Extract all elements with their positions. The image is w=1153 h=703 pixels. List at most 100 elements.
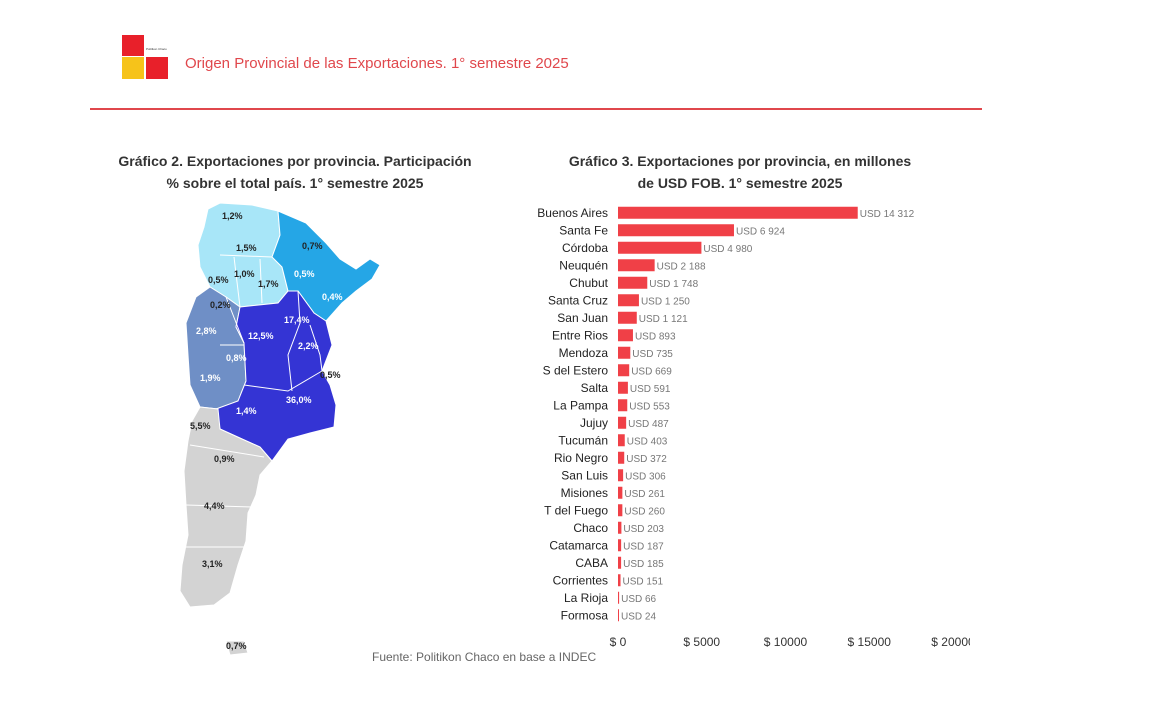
region-northeast-shape — [271, 210, 381, 322]
data-label: USD 735 — [632, 349, 673, 360]
bar — [618, 241, 702, 254]
category-label: S del Estero — [543, 363, 609, 377]
map-label-3: 0,7% — [302, 241, 323, 251]
map-label-19: 5,5% — [190, 421, 211, 431]
map-label-23: 0,7% — [226, 641, 247, 651]
page-title: Origen Provincial de las Exportaciones. … — [185, 55, 569, 72]
bar — [618, 609, 619, 622]
province-borders — [185, 254, 323, 548]
bar-chart-title: Gráfico 3. Exportaciones por provincia, … — [535, 150, 945, 194]
map-label-6: 1,7% — [258, 279, 279, 289]
bar — [618, 224, 734, 237]
category-label: La Rioja — [564, 591, 608, 605]
category-label: Salta — [581, 381, 609, 395]
category-label: San Luis — [561, 468, 608, 482]
category-label: Corrientes — [553, 573, 608, 587]
map-label-21: 4,4% — [204, 501, 225, 511]
map-label-14: 2,2% — [298, 341, 319, 351]
data-label: USD 66 — [621, 594, 656, 605]
bar — [618, 469, 624, 482]
data-label: USD 893 — [635, 331, 676, 342]
logo-square-yellow — [122, 57, 144, 79]
region-pampa-shape — [215, 290, 337, 462]
x-tick-label: $ 0 — [610, 635, 627, 649]
category-label: Rio Negro — [554, 451, 608, 465]
category-label: Chaco — [573, 521, 608, 535]
region-tierra-del-fuego-shape — [225, 640, 249, 656]
category-label: Santa Fe — [559, 223, 608, 237]
category-label: Entre Rios — [552, 328, 608, 342]
data-label: USD 151 — [623, 576, 664, 587]
data-label: USD 553 — [629, 401, 670, 412]
data-label: USD 185 — [623, 559, 664, 570]
category-label: Jujuy — [580, 416, 608, 430]
map-label-13: 0,8% — [226, 353, 247, 363]
map-label-4: 1,0% — [234, 269, 255, 279]
map-label-15: 1,9% — [200, 373, 221, 383]
data-label: USD 2 188 — [657, 261, 706, 272]
data-label: USD 1 250 — [641, 296, 690, 307]
map-label-16: 0,5% — [320, 370, 341, 380]
category-label: Tucumán — [558, 433, 608, 447]
category-label: T del Fuego — [544, 503, 608, 517]
bar — [618, 486, 623, 499]
data-label: USD 403 — [627, 436, 668, 447]
x-tick-label: $ 20000 — [931, 635, 970, 649]
category-label: Buenos Aires — [537, 206, 608, 220]
map-label-18: 36,0% — [286, 395, 312, 405]
map-title-line1: Gráfico 2. Exportaciones por provincia. … — [118, 153, 472, 169]
map-label-9: 0,2% — [210, 300, 231, 310]
data-label: USD 487 — [628, 419, 669, 430]
bar — [618, 451, 625, 464]
data-label: USD 24 — [621, 611, 656, 622]
bar — [618, 381, 628, 394]
map-label-7: 0,5% — [294, 269, 315, 279]
data-label: USD 261 — [624, 489, 665, 500]
map-label-12: 2,8% — [196, 326, 217, 336]
data-label: USD 591 — [630, 384, 671, 395]
bar — [618, 311, 637, 324]
data-label: USD 14 312 — [860, 209, 915, 220]
category-label: Chubut — [569, 276, 608, 290]
x-tick-label: $ 10000 — [764, 635, 808, 649]
category-label: Mendoza — [559, 346, 609, 360]
region-patagonia-shape — [179, 406, 273, 608]
category-label: CABA — [575, 556, 608, 570]
category-label: La Pampa — [553, 398, 608, 412]
x-tick-label: $ 5000 — [683, 635, 720, 649]
data-label: USD 669 — [631, 366, 672, 377]
map-title-line2: % sobre el total país. 1° semestre 2025 — [166, 175, 424, 191]
bar — [618, 434, 625, 447]
bar-title-line2: de USD FOB. 1° semestre 2025 — [637, 175, 843, 191]
bar-title-line1: Gráfico 3. Exportaciones por provincia, … — [568, 153, 912, 169]
bar — [618, 346, 631, 359]
map-label-1: 1,2% — [222, 211, 243, 221]
bar — [618, 259, 655, 272]
logo-text: Politikon Chaco — [146, 47, 167, 51]
bar — [618, 294, 639, 307]
data-label: USD 1 121 — [639, 314, 688, 325]
data-label: USD 203 — [623, 524, 664, 535]
logo-square-red-bottom — [146, 57, 168, 79]
category-label: Formosa — [561, 608, 609, 622]
bar — [618, 399, 628, 412]
map-label-20: 0,9% — [214, 454, 235, 464]
category-label: San Juan — [557, 311, 608, 325]
category-label: Córdoba — [562, 241, 608, 255]
bar — [618, 416, 627, 429]
data-label: USD 372 — [626, 454, 667, 465]
data-label: USD 260 — [624, 506, 665, 517]
argentina-map: 1,2% 1,5% 0,7% 1,0% 0,5% 1,7% 0,5% 0,4% … — [179, 202, 381, 656]
map-chart-title: Gráfico 2. Exportaciones por provincia. … — [85, 150, 505, 194]
source-note: Fuente: Politikon Chaco en base a INDEC — [372, 650, 597, 664]
map-label-2: 1,5% — [236, 243, 257, 253]
bar — [618, 591, 620, 604]
politikon-logo: Politikon Chaco — [122, 35, 168, 79]
bar — [618, 329, 633, 342]
bar — [618, 206, 858, 219]
bar — [618, 556, 622, 569]
bar — [618, 364, 630, 377]
bar — [618, 276, 648, 289]
bar-chart: Buenos Aires USD 14 312 Santa Fe USD 6 924 C… — [537, 206, 970, 649]
data-label: USD 306 — [625, 471, 666, 482]
